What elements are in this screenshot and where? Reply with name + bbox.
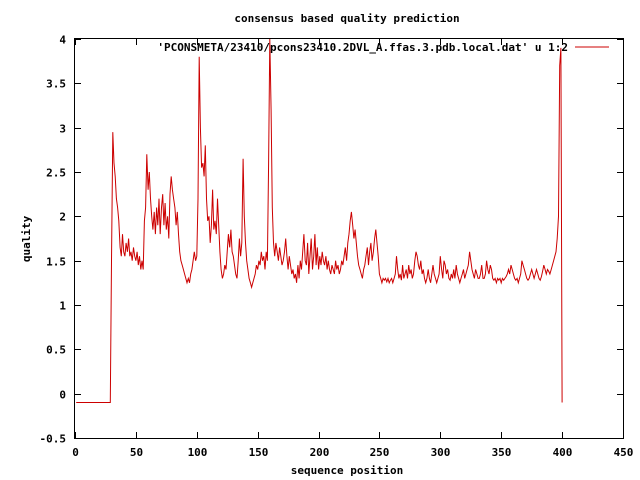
y-axis-title: quality [20, 215, 33, 262]
y-tick-label: 4 [59, 34, 66, 47]
y-tick-label: 2.5 [46, 167, 66, 180]
x-axis-title: sequence position [291, 464, 404, 477]
x-tick-label: 200 [310, 446, 330, 459]
y-tick-label: 2 [59, 211, 66, 224]
plot-frame [74, 38, 624, 439]
x-tick-label: 400 [553, 446, 573, 459]
x-tick-label: 100 [188, 446, 208, 459]
legend: 'PCONSMETA/23410/pcons23410.2DVL_A.ffas.… [157, 41, 609, 54]
series-line [76, 38, 563, 403]
y-axis-ticks: -0.5 0 0.5 1 1.5 2 2.5 3 3.5 4 [40, 34, 623, 446]
y-tick-label: 0 [59, 389, 66, 402]
x-axis-ticks: 0 50 100 150 200 250 300 350 400 450 [72, 39, 633, 459]
y-tick-label: 3 [59, 123, 66, 136]
x-tick-label: 250 [370, 446, 390, 459]
x-tick-label: 50 [130, 446, 143, 459]
x-tick-label: 450 [614, 446, 634, 459]
legend-label: 'PCONSMETA/23410/pcons23410.2DVL_A.ffas.… [157, 41, 568, 54]
y-tick-label: 1.5 [46, 256, 66, 269]
chart-title: consensus based quality prediction [234, 12, 459, 25]
x-tick-label: 0 [72, 446, 79, 459]
y-tick-label: -0.5 [40, 433, 67, 446]
y-tick-label: 1 [59, 300, 66, 313]
x-tick-label: 300 [431, 446, 451, 459]
x-tick-label: 350 [492, 446, 512, 459]
x-tick-label: 150 [249, 446, 269, 459]
y-tick-label: 0.5 [46, 344, 66, 357]
y-tick-label: 3.5 [46, 78, 66, 91]
